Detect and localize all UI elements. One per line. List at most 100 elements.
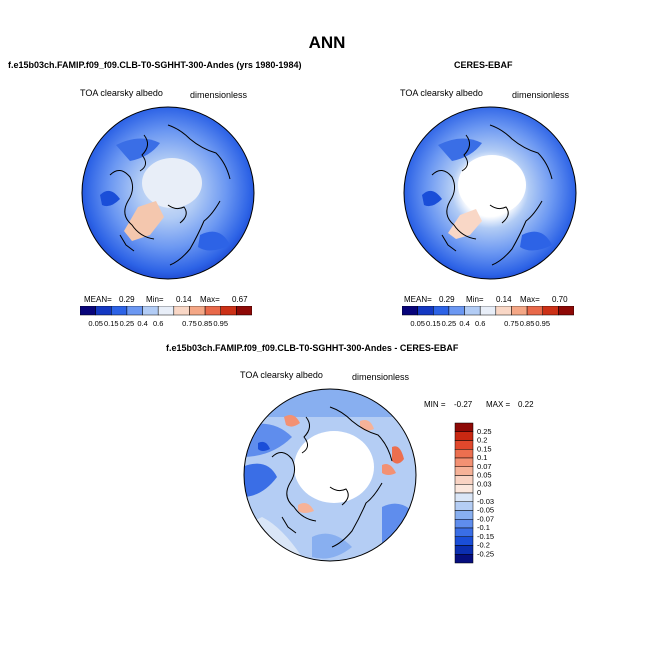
colorbar-tick-label: 0.75 [504, 319, 519, 328]
colorbar-swatch [220, 306, 237, 316]
colorbar-tick-label: 0.03 [477, 479, 492, 488]
colorbar-swatch [454, 519, 474, 529]
colorbar-tick-label: -0.1 [477, 523, 490, 532]
colorbar-tick-label: 0.75 [182, 319, 197, 328]
colorbar-tick-label: 0.15 [477, 444, 492, 453]
colorbar-tick-label: 0.4 [137, 319, 147, 328]
panel-3-title: f.e15b03ch.FAMIP.f09_f09.CLB-T0-SGHHT-30… [166, 343, 459, 353]
colorbar-tick-label: 0.25 [120, 319, 135, 328]
colorbar-swatch [464, 306, 481, 316]
panel-1-mean-label: MEAN= [84, 295, 112, 304]
colorbar-swatch [95, 306, 112, 316]
panel-2-polar-map [403, 106, 577, 280]
panel-1-colorbar: 0.05 0.15 0.25 0.4 0.6 0.75 0.85 0.95 [80, 306, 252, 328]
colorbar-tick-label: -0.25 [477, 549, 494, 558]
panel-1-min-value: 0.14 [176, 295, 192, 304]
colorbar-tick-label: -0.15 [477, 532, 494, 541]
colorbar-tick-label: 0.1 [477, 453, 487, 462]
colorbar-swatch [448, 306, 465, 316]
colorbar-tick-label: 0 [477, 488, 481, 497]
colorbar-swatch [126, 306, 143, 316]
colorbar-swatch [454, 527, 474, 537]
panel-2-mean-label: MEAN= [404, 295, 432, 304]
colorbar-swatch [454, 475, 474, 485]
panel-2-min-value: 0.14 [496, 295, 512, 304]
colorbar-swatch [454, 492, 474, 502]
colorbar-swatch [511, 306, 528, 316]
colorbar-swatch [495, 306, 512, 316]
colorbar-tick-label: 0.05 [410, 319, 425, 328]
panel-3-max-label: MAX = [486, 400, 511, 409]
colorbar-swatch [173, 306, 190, 316]
colorbar-swatch [454, 545, 474, 555]
colorbar-tick-label: 0.07 [477, 462, 492, 471]
colorbar-tick-label: 0.6 [153, 319, 163, 328]
colorbar-swatch [80, 306, 96, 316]
colorbar-swatch [189, 306, 206, 316]
colorbar-swatch [204, 306, 221, 316]
colorbar-tick-label: 0.25 [442, 319, 457, 328]
panel-3-max-value: 0.22 [518, 400, 534, 409]
panel-2-mean-value: 0.29 [439, 295, 455, 304]
colorbar-swatch [417, 306, 434, 316]
panel-2-units: dimensionless [512, 90, 570, 100]
colorbar-tick-label: -0.07 [477, 514, 494, 523]
panel-3-units: dimensionless [352, 372, 410, 382]
colorbar-tick-label: -0.2 [477, 541, 490, 550]
colorbar-tick-label: 0.85 [520, 319, 535, 328]
colorbar-swatch [433, 306, 450, 316]
panel-3-variable: TOA clearsky albedo [240, 370, 323, 380]
colorbar-tick-label: 0.05 [477, 471, 492, 480]
panel-3-min-label: MIN = [424, 400, 446, 409]
colorbar-tick-label: 0.95 [213, 319, 228, 328]
colorbar-swatch [454, 484, 474, 494]
colorbar-tick-label: 0.4 [459, 319, 469, 328]
colorbar-swatch [454, 466, 474, 476]
panel-1-variable: TOA clearsky albedo [80, 88, 163, 98]
panel-1-max-value: 0.67 [232, 295, 248, 304]
panel-1-min-label: Min= [146, 295, 164, 304]
colorbar-tick-label: 0.2 [477, 436, 487, 445]
colorbar-swatch [236, 306, 252, 316]
colorbar-swatch [157, 306, 175, 316]
colorbar-swatch [454, 449, 474, 459]
colorbar-swatch [454, 440, 474, 450]
panel-3-min-value: -0.27 [454, 400, 473, 409]
colorbar-tick-label: 0.05 [88, 319, 103, 328]
colorbar-tick-label: 0.95 [535, 319, 550, 328]
colorbar-swatch [454, 536, 474, 546]
panel-1-title: f.e15b03ch.FAMIP.f09_f09.CLB-T0-SGHHT-30… [8, 60, 302, 70]
colorbar-tick-label: 0.6 [475, 319, 485, 328]
colorbar-swatch [454, 422, 474, 432]
colorbar-swatch [526, 306, 543, 316]
colorbar-swatch [454, 431, 474, 441]
colorbar-tick-label: -0.05 [477, 506, 494, 515]
panel-2-max-label: Max= [520, 295, 540, 304]
colorbar-tick-label: -0.03 [477, 497, 494, 506]
colorbar-swatch [454, 501, 474, 511]
colorbar-tick-label: 0.25 [477, 427, 492, 436]
panel-3-colorbar: 0.250.20.150.10.070.050.030-0.03-0.05-0.… [454, 422, 494, 564]
colorbar-tick-label: 0.15 [426, 319, 441, 328]
panel-1-polar-map [81, 106, 255, 280]
colorbar-swatch [402, 306, 418, 316]
colorbar-swatch [454, 457, 474, 467]
colorbar-swatch [454, 510, 474, 520]
colorbar-tick-label: 0.85 [198, 319, 213, 328]
colorbar-swatch [542, 306, 559, 316]
panel-2-colorbar: 0.05 0.15 0.25 0.4 0.6 0.75 0.85 0.95 [402, 306, 574, 328]
panel-2-variable: TOA clearsky albedo [400, 88, 483, 98]
panel-1-units: dimensionless [190, 90, 248, 100]
colorbar-swatch [454, 554, 474, 564]
panel-1-mean-value: 0.29 [119, 295, 135, 304]
panel-2-max-value: 0.70 [552, 295, 568, 304]
panel-3-polar-map [243, 388, 417, 562]
colorbar-swatch [142, 306, 159, 316]
colorbar-tick-label: 0.15 [104, 319, 119, 328]
panel-2-min-label: Min= [466, 295, 484, 304]
panel-1-max-label: Max= [200, 295, 220, 304]
colorbar-swatch [479, 306, 497, 316]
colorbar-swatch [111, 306, 128, 316]
panel-2-title: CERES-EBAF [454, 60, 513, 70]
colorbar-swatch [558, 306, 574, 316]
